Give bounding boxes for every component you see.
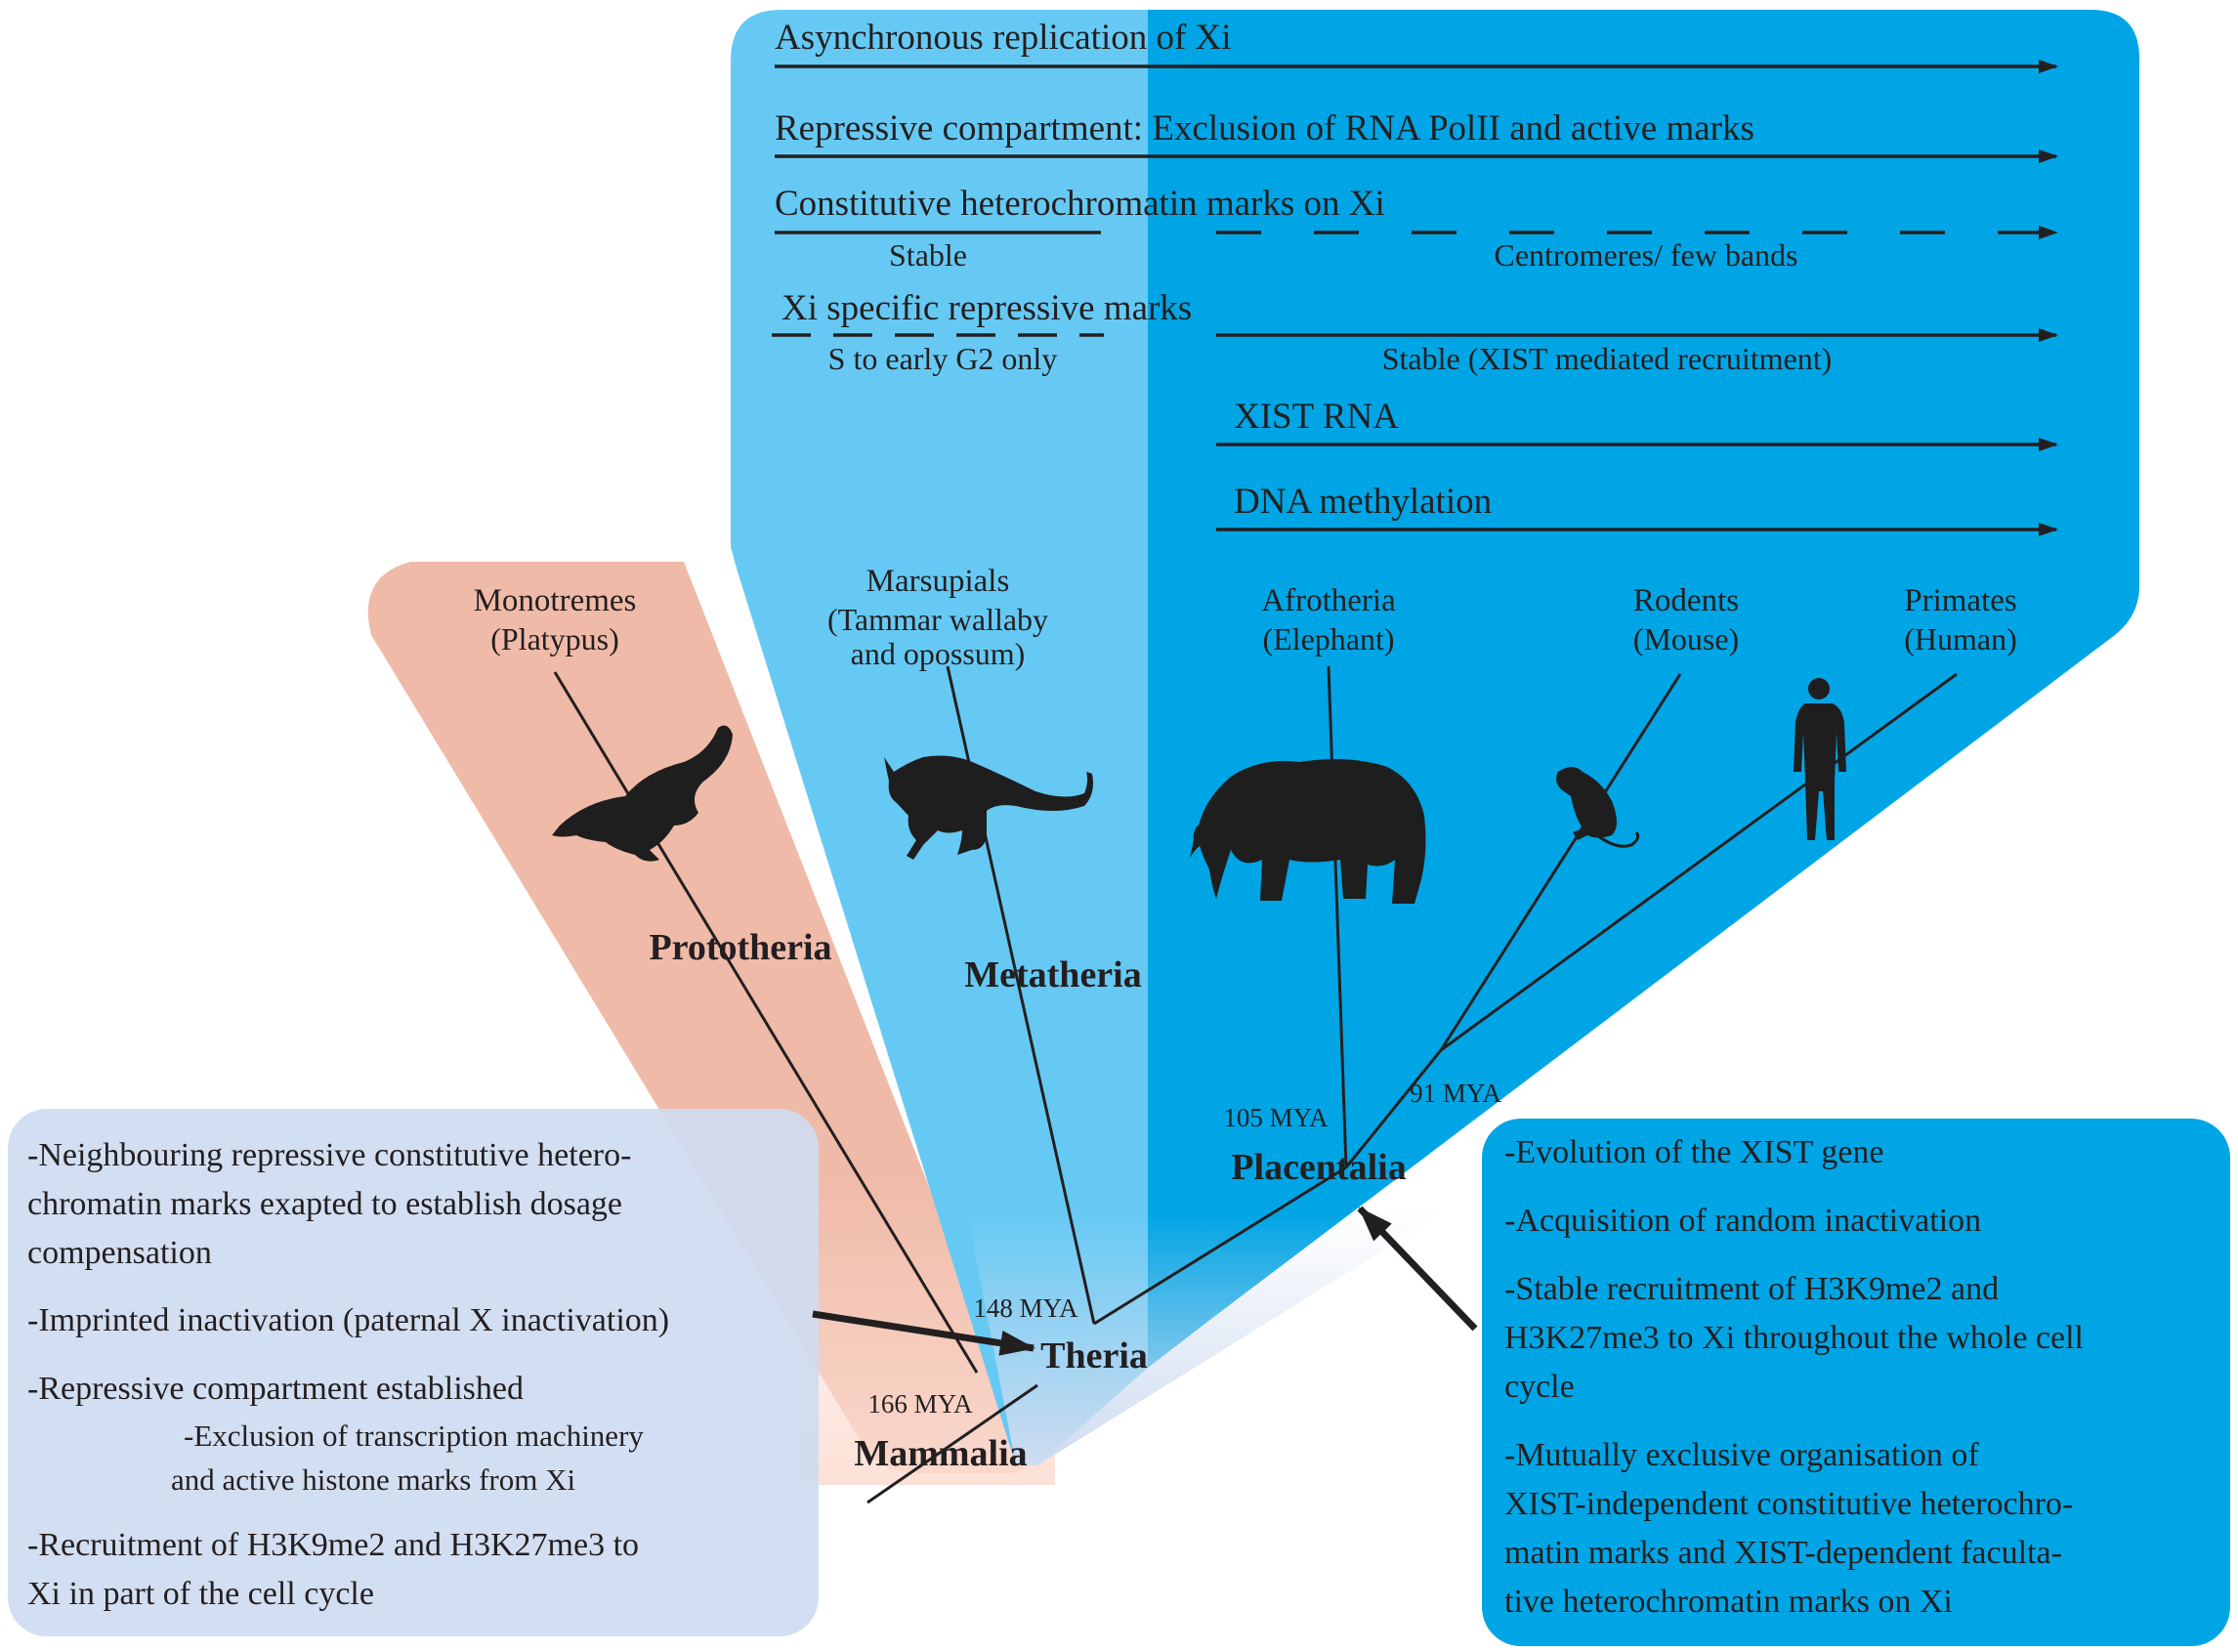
repressive-label: Repressive compartment: Exclusion of RNA… [775, 108, 1754, 148]
left-box-line-7: and active histone marks from Xi [171, 1462, 575, 1497]
xi-specific-cellcycle-label: S to early G2 only [828, 341, 1058, 376]
left-box-line-6: -Exclusion of transcription machinery [184, 1419, 644, 1453]
left-box-line-3: compensation [27, 1235, 212, 1271]
right-box-line-1: -Evolution of the XIST gene [1504, 1134, 1883, 1170]
clade-labels: Prototheria Metatheria Placentalia Theri… [649, 927, 1406, 1474]
silhouettes [552, 678, 1846, 904]
mya-105-label: 105 MYA [1223, 1103, 1329, 1132]
branch-mammalia-root [866, 1383, 1038, 1504]
rodents-label: Rodents [1633, 583, 1739, 618]
left-box-panel [8, 1109, 819, 1636]
xi-specific-label: Xi specific repressive marks [781, 288, 1192, 328]
mouse-label: (Mouse) [1633, 621, 1739, 657]
branch-rodents [1439, 673, 1682, 1051]
branch-placental-split [1344, 1049, 1443, 1168]
constitutive-label: Constitutive heterochromatin marks on Xi [775, 184, 1385, 224]
human-silhouette [1794, 678, 1846, 840]
left-box-pointer-arrow [812, 1310, 1035, 1356]
right-box-line-3: -Stable recruitment of H3K9me2 and [1504, 1271, 1999, 1307]
branch-monotremes [553, 671, 979, 1374]
right-box-line-4: H3K27me3 to Xi throughout the whole cell [1504, 1320, 2084, 1356]
platypus-silhouette [552, 725, 733, 862]
constitutive-centromeres-label: Centromeres/ few bands [1494, 237, 1797, 273]
kangaroo-silhouette [884, 755, 1093, 860]
left-info-box: -Neighbouring repressive constitutive he… [8, 1109, 819, 1636]
left-box-line-1: -Neighbouring repressive constitutive he… [27, 1137, 631, 1173]
prototheria-label: Prototheria [649, 927, 831, 968]
placentalia-label: Placentalia [1231, 1147, 1406, 1188]
marsupials-example-1-label: (Tammar wallaby [827, 602, 1048, 637]
monotremes-label: Monotremes [474, 583, 637, 618]
placentalia-region [1148, 10, 2139, 1368]
right-box-line-8: matin marks and XIST-dependent faculta- [1504, 1535, 2062, 1571]
branch-primates [1440, 672, 1958, 1052]
feature-arrows [772, 60, 2058, 536]
branch-theria-to-placentalia [1093, 1165, 1347, 1326]
marsupials-label: Marsupials [866, 564, 1010, 599]
right-box-pointer-arrow [1357, 1206, 1478, 1332]
platypus-label: (Platypus) [490, 621, 619, 657]
metatheria-label: Metatheria [964, 954, 1141, 995]
mya-148-label: 148 MYA [973, 1293, 1078, 1323]
mammalia-label: Mammalia [854, 1433, 1027, 1474]
left-box-line-4: -Imprinted inactivation (paternal X inac… [27, 1302, 669, 1338]
elephant-silhouette [1190, 758, 1426, 904]
elephant-label: (Elephant) [1262, 621, 1394, 657]
mya-166-label: 166 MYA [867, 1389, 973, 1419]
theria-label: Theria [1040, 1335, 1148, 1377]
taxon-labels: Monotremes (Platypus) Marsupials (Tammar… [474, 564, 2017, 671]
feature-labels: Asynchronous replication of Xi Repressiv… [775, 18, 1832, 522]
right-info-box: -Evolution of the XIST gene -Acquisition… [1482, 1119, 2230, 1646]
divergence-labels: 105 MYA 91 MYA 148 MYA 166 MYA [867, 1079, 1501, 1419]
branch-afrotheria [1327, 665, 1348, 1168]
dna-methylation-label: DNA methylation [1234, 482, 1492, 522]
right-box-line-6: -Mutually exclusive organisation of [1504, 1437, 1979, 1473]
right-box-panel [1482, 1119, 2230, 1646]
pointer-arrows [812, 1206, 1478, 1356]
async-label: Asynchronous replication of Xi [775, 18, 1232, 58]
xist-rna-label: XIST RNA [1234, 397, 1399, 437]
right-box-line-9: tive heterochromatin marks on Xi [1504, 1584, 1953, 1620]
primates-label: Primates [1904, 583, 2016, 618]
left-box-line-2: chromatin marks exapted to establish dos… [27, 1186, 622, 1222]
human-label: (Human) [1904, 621, 2017, 657]
marsupials-example-2-label: and opossum) [851, 636, 1026, 671]
right-box-line-7: XIST-independent constitutive heterochro… [1504, 1486, 2073, 1522]
right-box-line-5: cycle [1504, 1369, 1575, 1405]
right-box-line-2: -Acquisition of random inactivation [1504, 1203, 1981, 1239]
left-box-line-5: -Repressive compartment established [27, 1371, 524, 1407]
left-box-line-9: Xi in part of the cell cycle [27, 1576, 374, 1612]
left-box-line-8: -Recruitment of H3K9me2 and H3K27me3 to [27, 1527, 639, 1563]
afrotheria-label: Afrotheria [1261, 583, 1396, 618]
constitutive-stable-label: Stable [889, 237, 967, 273]
mouse-silhouette [1556, 767, 1640, 848]
mya-91-label: 91 MYA [1410, 1079, 1501, 1108]
theria-fade-region [967, 1211, 1446, 1465]
xi-specific-stable-label: Stable (XIST mediated recruitment) [1382, 341, 1833, 376]
